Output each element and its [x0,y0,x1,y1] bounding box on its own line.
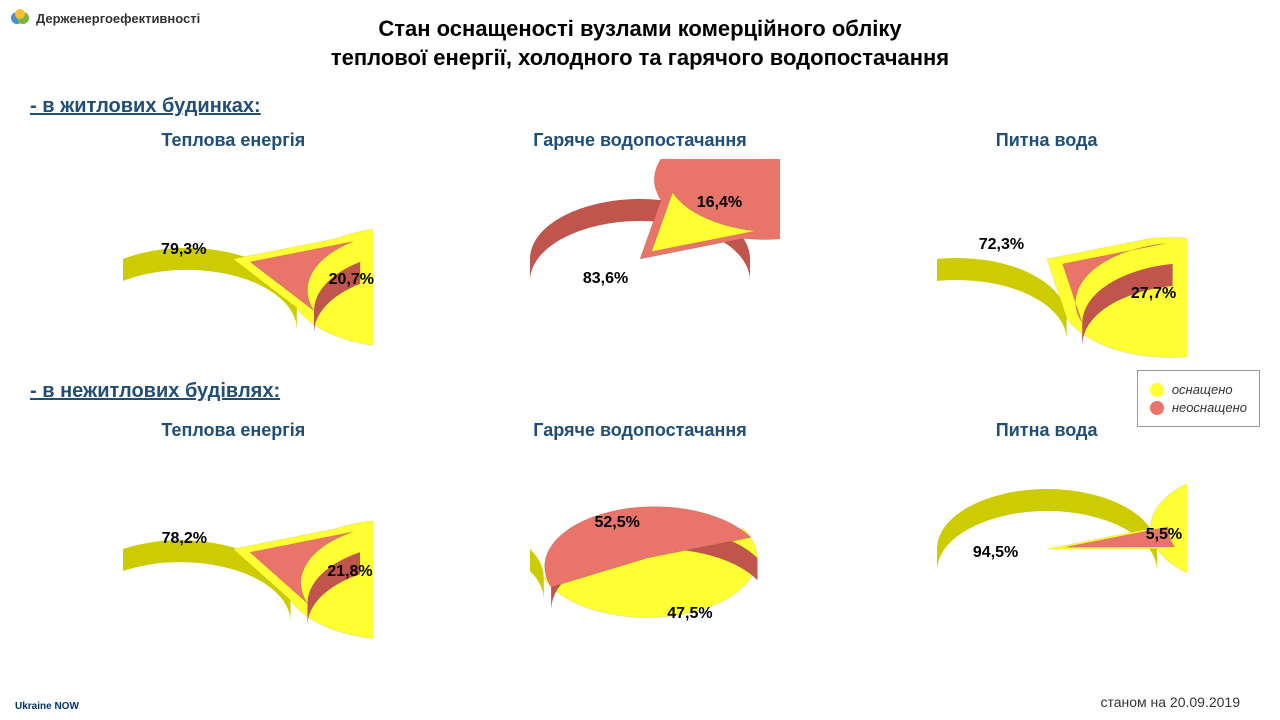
org-name: Держенергоефективності [36,11,200,26]
pie-slice-label: 5,5% [1146,526,1182,544]
pie-chart: 94,5% 5,5% [907,449,1187,649]
page-title: Стан оснащеності вузлами комерційного об… [240,15,1040,72]
chart-title: Питна вода [996,130,1098,151]
section-residential-label: - в житлових будинках: [30,95,261,118]
pie-chart: 52,5% 47,5% [500,449,780,649]
section-nonresidential-label: - в нежитлових будівлях: [30,380,280,403]
legend-not-equipped-label: неоснащено [1172,400,1247,415]
chart-title: Теплова енергія [161,420,305,441]
pie-slice-label: 83,6% [583,270,628,288]
title-line-1: Стан оснащеності вузлами комерційного об… [240,15,1040,44]
pie-slice-label: 21,8% [327,563,372,581]
pie-slice-label: 16,4% [697,194,742,212]
footer-brand: Ukraine NOW [15,701,79,712]
chart-title: Гаряче водопостачання [533,420,746,441]
title-line-2: теплової енергії, холодного та гарячого … [240,44,1040,73]
legend-not-equipped: неоснащено [1150,400,1247,415]
chart-title: Теплова енергія [161,130,305,151]
org-logo-block: Держенергоефективності [10,8,200,28]
legend-equipped: оснащено [1150,382,1247,397]
pie-chart: 72,3% 27,7% [907,159,1187,359]
chart-cell: Гаряче водопостачання 52,5% 47,5% [450,420,830,649]
pie-slice-label: 52,5% [594,514,639,532]
pie-slice-label: 72,3% [979,236,1024,254]
pie-slice-label: 94,5% [973,544,1018,562]
legend-swatch-equipped [1150,383,1164,397]
charts-row-nonresidential: Теплова енергія 78,2% 21,8% Гаряче водопост… [0,420,1280,649]
chart-cell: Теплова енергія 79,3% 20,7% [43,130,423,359]
pie-slice-label: 27,7% [1131,285,1176,303]
pie-slice-label: 20,7% [329,271,374,289]
legend: оснащено неоснащено [1137,370,1260,427]
pie-chart: 79,3% 20,7% [93,159,373,359]
chart-cell: Питна вода 72,3% 27,7% [857,130,1237,359]
pie-chart: 16,4% 83,6% [500,159,780,359]
chart-title: Питна вода [996,420,1098,441]
org-logo-icon [10,8,30,28]
pie-slice-label: 47,5% [667,605,712,623]
pie-chart: 78,2% 21,8% [93,449,373,649]
pie-slice-label: 79,3% [161,241,206,259]
legend-equipped-label: оснащено [1172,382,1233,397]
chart-title: Гаряче водопостачання [533,130,746,151]
chart-cell: Гаряче водопостачання 16,4% 83,6% [450,130,830,359]
chart-cell: Теплова енергія 78,2% 21,8% [43,420,423,649]
chart-cell: Питна вода 94,5% 5,5% [857,420,1237,649]
footer-date: станом на 20.09.2019 [1100,694,1240,710]
pie-slice-label: 78,2% [162,530,207,548]
legend-swatch-not-equipped [1150,401,1164,415]
charts-row-residential: Теплова енергія 79,3% 20,7% Гаряче водопост… [0,130,1280,359]
